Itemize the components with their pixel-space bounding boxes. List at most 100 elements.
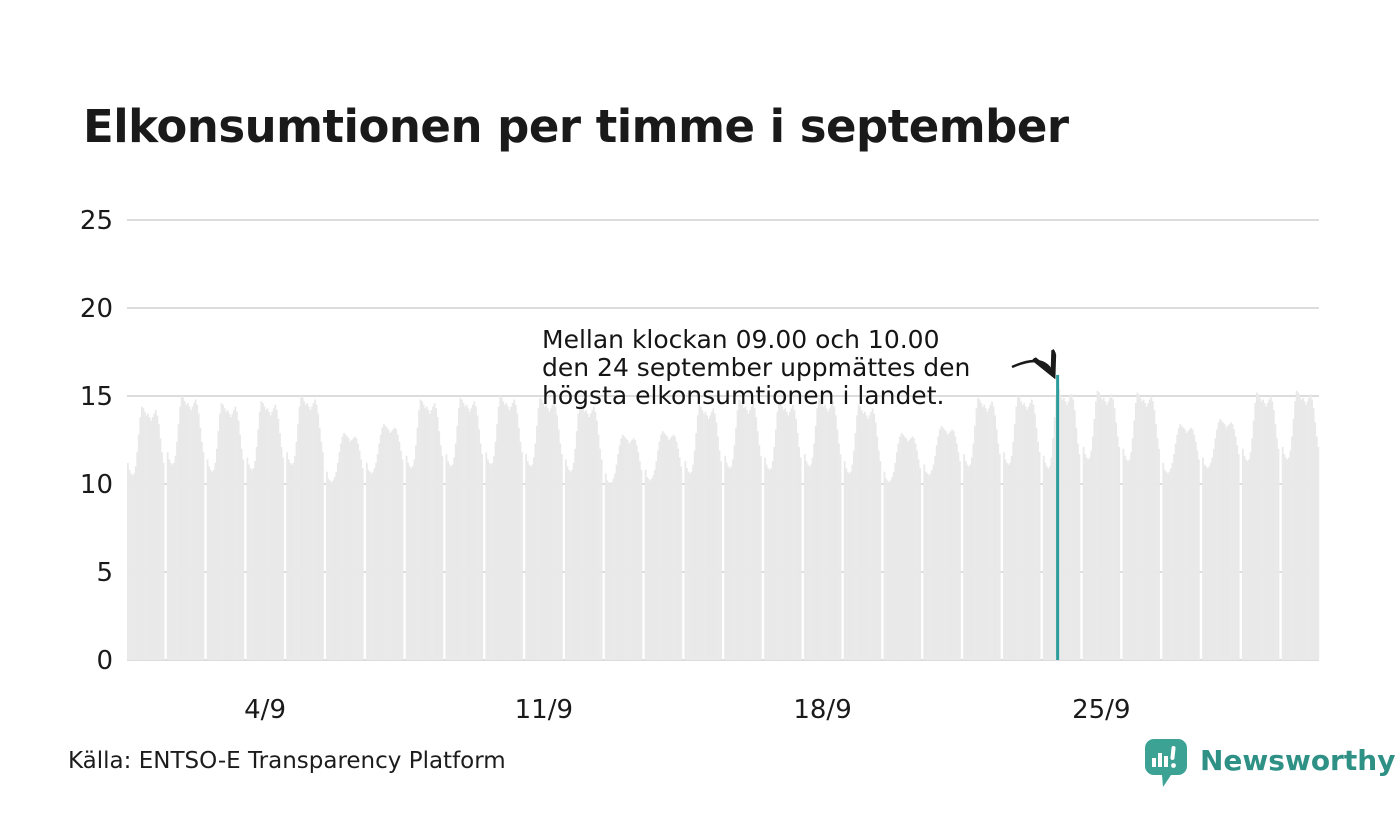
hourly-bar xyxy=(876,436,879,660)
hourly-bar xyxy=(1208,466,1211,660)
hourly-bar xyxy=(239,434,242,660)
hourly-bar xyxy=(905,438,908,660)
hourly-bar xyxy=(476,415,479,660)
hourly-bar xyxy=(461,399,463,660)
hourly-bar xyxy=(565,459,567,660)
hourly-bar xyxy=(529,466,532,660)
hourly-bar xyxy=(813,443,816,660)
hourly-bar xyxy=(234,406,237,660)
hourly-bar xyxy=(1101,399,1104,660)
hourly-bar xyxy=(919,468,922,660)
hourly-bar xyxy=(690,471,693,660)
hourly-bar xyxy=(436,417,439,660)
hourly-bar xyxy=(525,454,527,660)
hourly-bar xyxy=(1234,436,1237,660)
hourly-bar xyxy=(1287,457,1290,660)
hourly-bar xyxy=(978,399,981,660)
hourly-bar xyxy=(1182,427,1185,660)
hourly-bar xyxy=(432,406,434,660)
hourly-bar xyxy=(546,408,549,660)
hourly-bar xyxy=(236,411,238,660)
hourly-bar xyxy=(1003,452,1005,660)
hourly-bar xyxy=(756,431,759,660)
hourly-bar xyxy=(1277,448,1280,660)
hourly-bar xyxy=(1088,457,1091,660)
hourly-bar xyxy=(1061,399,1064,660)
hourly-bar xyxy=(951,429,954,660)
hourly-bar xyxy=(407,462,410,660)
hourly-bar xyxy=(1171,462,1174,660)
hourly-bar xyxy=(1128,459,1131,660)
hourly-bar xyxy=(675,441,678,660)
hourly-bar xyxy=(771,461,774,660)
hourly-bar xyxy=(625,438,627,660)
hourly-bar xyxy=(1209,462,1212,660)
hourly-bar xyxy=(1276,438,1278,660)
hourly-bar xyxy=(290,464,293,660)
hourly-bar xyxy=(618,445,621,660)
hourly-bar xyxy=(1225,427,1228,660)
hourly-bar xyxy=(354,436,356,660)
hourly-bar xyxy=(1305,404,1307,660)
hourly-bar xyxy=(1223,424,1226,660)
exclamation-stem xyxy=(1170,746,1176,760)
hourly-bar xyxy=(671,436,673,660)
hourly-bar xyxy=(727,466,730,660)
hourly-bar xyxy=(975,408,978,660)
hourly-bar xyxy=(128,469,131,660)
hourly-bar xyxy=(471,404,474,660)
hourly-bar xyxy=(600,459,603,660)
hourly-bar xyxy=(799,457,802,660)
hourly-bar xyxy=(451,464,454,660)
hourly-bar xyxy=(845,468,848,660)
hourly-bar xyxy=(1053,417,1056,660)
hourly-bar xyxy=(465,404,468,660)
hourly-bar xyxy=(774,429,777,660)
hourly-bar xyxy=(997,443,1000,660)
hourly-bar xyxy=(1150,396,1153,660)
hourly-bar xyxy=(251,469,253,660)
hourly-bar xyxy=(177,424,180,660)
hourly-bar xyxy=(749,410,751,660)
hourly-bar xyxy=(174,455,177,660)
hourly-bar xyxy=(335,471,338,660)
hourly-bar xyxy=(202,452,205,660)
hourly-bar xyxy=(902,434,904,660)
hourly-bar xyxy=(1058,389,1061,660)
hourly-bar xyxy=(217,431,220,660)
hourly-bar xyxy=(537,408,540,660)
hourly-bar xyxy=(392,429,395,660)
source-credit: Källa: ENTSO-E Transparency Platform xyxy=(68,748,506,774)
hourly-bar xyxy=(295,441,298,660)
hourly-bar xyxy=(1162,462,1165,660)
hourly-bar xyxy=(803,454,806,660)
hourly-bar xyxy=(389,433,391,660)
hourly-bar xyxy=(747,413,750,660)
hourly-bar xyxy=(943,429,946,660)
annotation-line: högsta elkonsumtionen i landet. xyxy=(542,381,945,410)
hourly-bar xyxy=(591,410,594,660)
hourly-bar xyxy=(926,473,929,660)
hourly-bar xyxy=(666,436,669,660)
hourly-bar xyxy=(346,436,349,660)
hourly-bar xyxy=(759,455,762,660)
hourly-bar xyxy=(358,450,361,660)
hourly-bar xyxy=(298,406,301,660)
hourly-bar xyxy=(952,431,955,660)
hourly-bar xyxy=(1021,404,1024,660)
hourly-bar xyxy=(674,436,676,660)
hourly-bar xyxy=(1122,448,1125,660)
hourly-bar xyxy=(967,466,970,660)
hourly-bar xyxy=(911,436,914,660)
hourly-bar xyxy=(836,429,839,660)
hourly-bar xyxy=(870,411,872,660)
hourly-bar xyxy=(1196,450,1199,660)
hourly-bar xyxy=(257,429,260,660)
hourly-bar xyxy=(491,462,494,660)
hourly-bar xyxy=(623,436,626,660)
hourly-bar xyxy=(833,406,836,660)
hourly-bar xyxy=(1252,420,1255,660)
axis-labels-layer: 0 5 10 15 20 25 4/9 11/9 18/9 25/9 xyxy=(80,206,1131,725)
hourly-bar xyxy=(457,408,460,660)
hourly-bar xyxy=(1268,399,1271,660)
